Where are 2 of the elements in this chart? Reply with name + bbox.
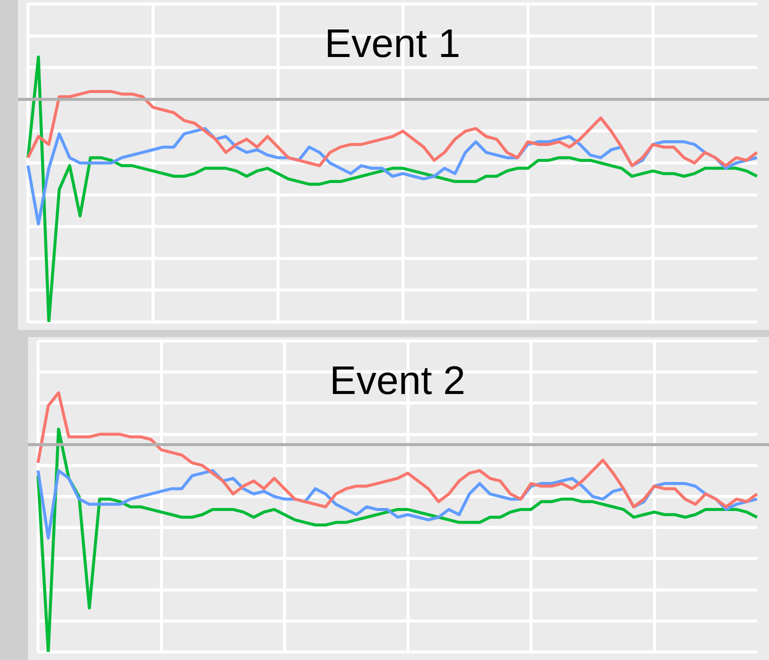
chart-title: Event 2 — [330, 359, 466, 404]
chart-title: Event 1 — [324, 22, 460, 66]
